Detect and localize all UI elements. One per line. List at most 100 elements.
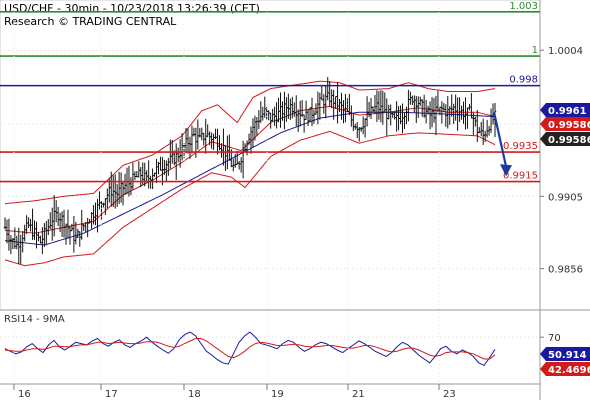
price-bar: [159, 156, 162, 171]
x-tick-label: 16: [18, 389, 31, 400]
price-bar: [190, 125, 194, 154]
price-bar: [365, 96, 369, 127]
price-bar: [275, 102, 278, 129]
price-tags: 0.9961 0.99586 0.99586: [540, 103, 590, 146]
price-bar: [422, 94, 426, 118]
price-bar: [261, 106, 264, 121]
price-bar: [251, 118, 255, 148]
level-label: 0.998: [509, 75, 538, 86]
price-bar: [58, 212, 62, 233]
price-bar: [359, 127, 363, 132]
svg-text:50.914: 50.914: [548, 350, 587, 361]
rsi-panel: 70 50.914 42.4696: [0, 331, 590, 376]
rsi-value-tag: 42.4696: [540, 362, 590, 376]
price-bar: [334, 96, 337, 109]
price-bar: [419, 96, 422, 107]
price-bar: [430, 96, 434, 128]
price-bar: [137, 161, 141, 178]
chart-title: USD/CHF - 30min - 10/23/2018 13:26:39 (C…: [4, 2, 260, 15]
price-bar: [332, 89, 335, 120]
projection-shaft: [492, 111, 508, 167]
price-bar: [131, 162, 135, 190]
price-bar: [239, 157, 243, 173]
price-bar: [9, 235, 13, 255]
price-bar: [310, 97, 314, 127]
price-bar: [25, 215, 28, 234]
price-bar: [298, 100, 302, 127]
price-bar: [70, 223, 74, 232]
price-bar: [417, 96, 420, 118]
rsi-tick-label: 70: [548, 333, 561, 344]
moving-average-line: [4, 111, 496, 246]
price-bar: [147, 160, 150, 189]
price-bar: [21, 230, 24, 253]
price-bar: [224, 145, 227, 171]
rsi-title: RSI14 - 9MA: [4, 314, 65, 325]
x-tick-label: 21: [352, 389, 365, 400]
price-bar: [267, 110, 270, 121]
price-bar: [314, 103, 318, 115]
price-bar: [289, 98, 292, 120]
middle-band-line: [4, 105, 496, 234]
price-bar: [324, 86, 327, 119]
price-bar: [411, 95, 414, 106]
price-bar: [381, 90, 385, 125]
price-bar: [385, 98, 388, 136]
price-bar: [413, 95, 416, 113]
price-bar: [76, 228, 80, 238]
price-bar: [458, 97, 461, 122]
price-bar: [350, 105, 353, 127]
price-bar: [330, 89, 333, 109]
rsi-value-tag: 50.914: [540, 347, 590, 361]
price-bar: [476, 110, 479, 143]
price-bar: [271, 108, 274, 122]
price-bar: [295, 95, 298, 127]
price-bar: [391, 112, 394, 118]
price-bar: [434, 95, 438, 136]
price-bar: [377, 91, 381, 120]
price-bar: [114, 174, 117, 209]
x-tick-label: 18: [188, 389, 201, 400]
price-bar: [5, 219, 9, 244]
price-bar: [98, 191, 101, 210]
price-bar: [389, 104, 392, 126]
price-bar: [293, 102, 296, 117]
price-bar: [442, 103, 446, 113]
price-bar: [297, 109, 300, 132]
price-bar: [86, 217, 89, 238]
price-bar: [54, 200, 58, 223]
price-bar: [241, 140, 245, 179]
price-bar: [352, 113, 355, 132]
level-label: 0.9915: [503, 171, 538, 182]
price-bar: [326, 77, 329, 101]
price-tag: 0.99586: [540, 132, 590, 146]
price-bar: [440, 101, 444, 124]
price-bar: [51, 207, 54, 241]
price-bar: [369, 97, 373, 120]
price-bar: [460, 105, 463, 120]
price-bar: [49, 212, 52, 230]
price-bars: [3, 77, 497, 265]
price-bar: [90, 212, 93, 229]
price-bar: [133, 171, 137, 181]
price-bar: [218, 135, 221, 151]
price-bar: [167, 157, 170, 176]
price-bar: [192, 127, 196, 137]
price-bar: [56, 206, 60, 227]
x-tick-label: 17: [105, 389, 118, 400]
x-tick-label: 19: [271, 389, 284, 400]
price-bar: [356, 122, 359, 139]
price-bar: [7, 218, 11, 251]
price-bar: [383, 92, 386, 113]
price-bar: [151, 168, 154, 190]
price-bar: [60, 211, 64, 237]
price-bar: [94, 202, 97, 226]
price-bar: [257, 110, 261, 130]
level-label: 0.9935: [503, 141, 538, 152]
price-bar: [462, 101, 465, 124]
price-bar: [115, 184, 119, 207]
price-bar: [52, 195, 56, 237]
price-bar: [102, 202, 105, 208]
price-bar: [43, 223, 46, 247]
